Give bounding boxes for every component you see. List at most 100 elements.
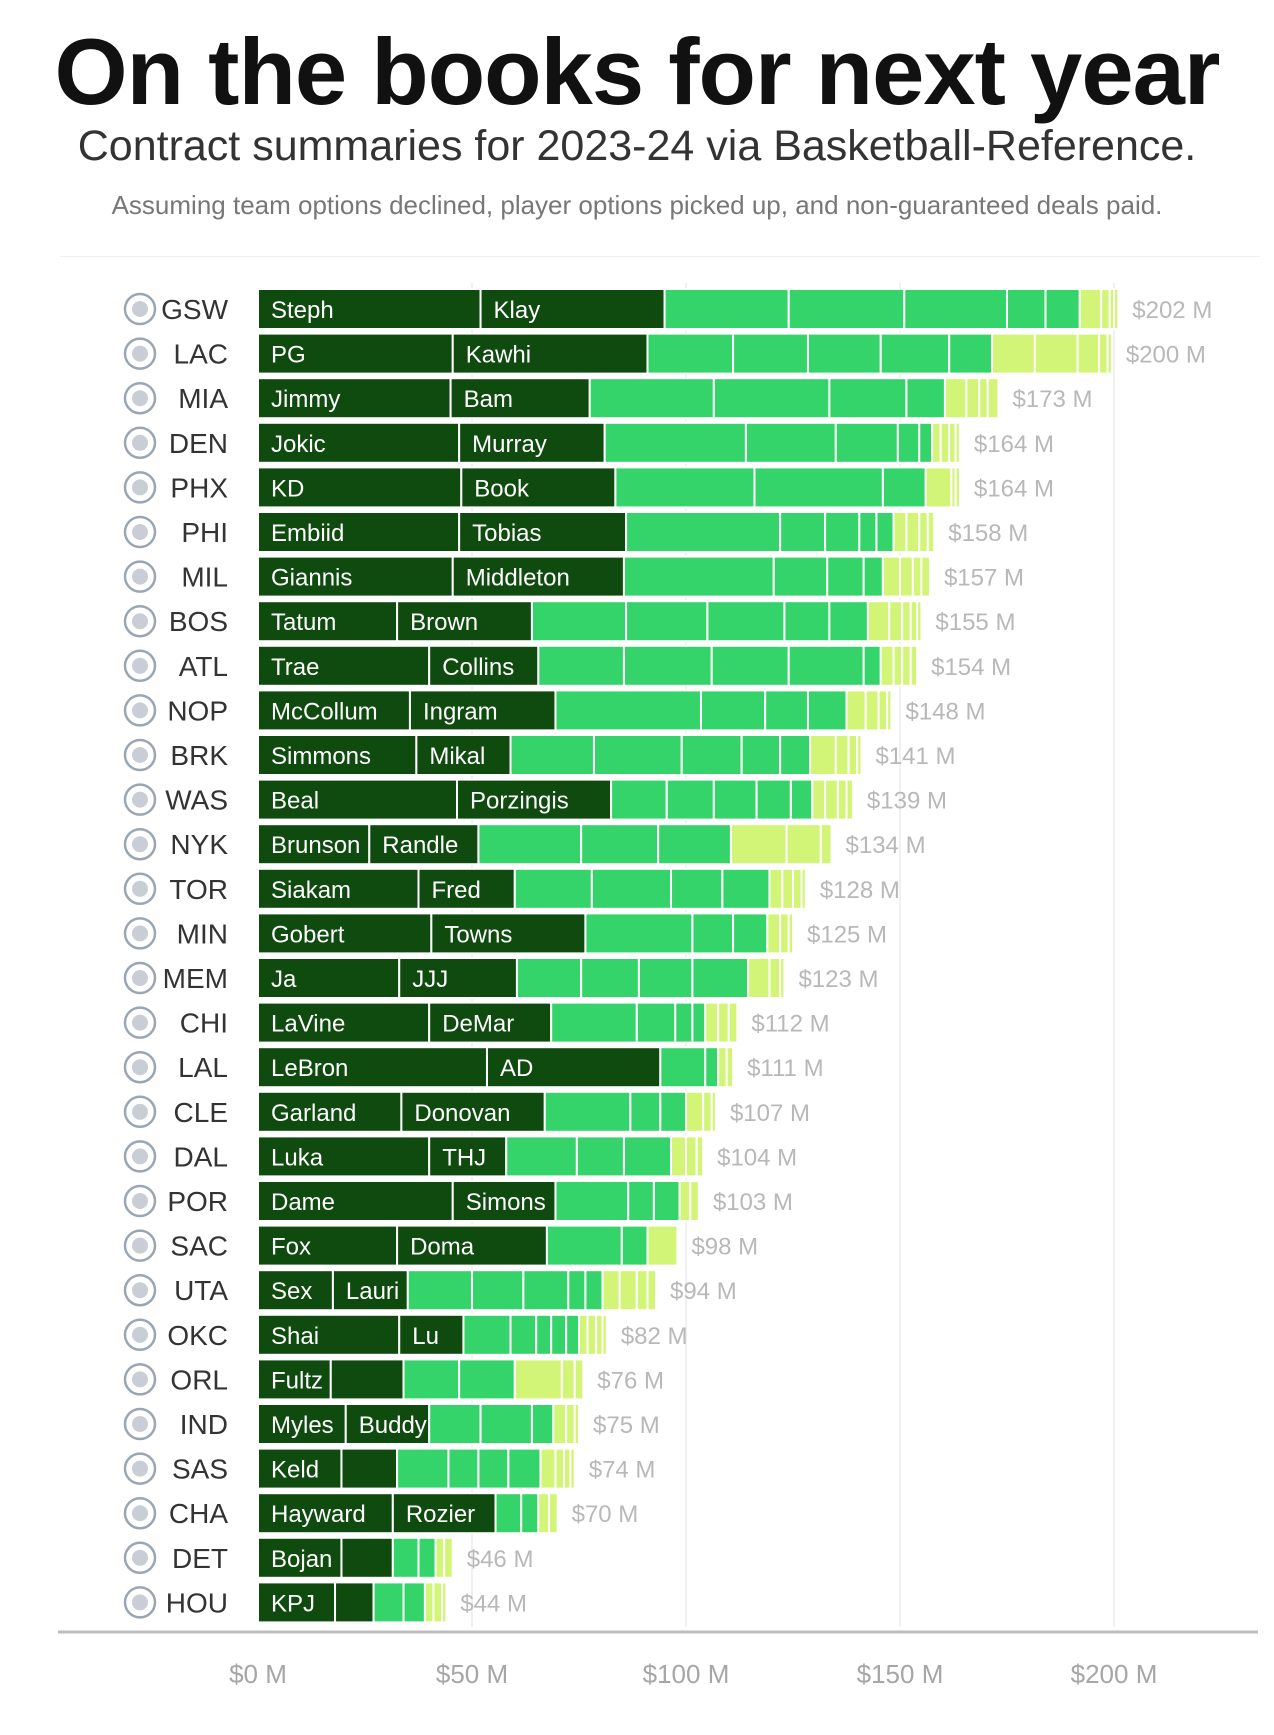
bar-segment <box>991 332 1036 375</box>
bar-segment <box>783 600 831 643</box>
bar-segment <box>806 332 882 375</box>
bar-segment <box>451 332 649 375</box>
bar-segment <box>554 1180 630 1222</box>
player-label: Jokic <box>271 431 326 458</box>
bar-segment <box>905 377 946 420</box>
bar-segment <box>543 1090 632 1133</box>
bar-segment <box>417 1536 437 1579</box>
player-label: JJJ <box>412 966 448 993</box>
total-label: $98 M <box>691 1234 758 1261</box>
x-tick-label: $200 M <box>1071 1659 1158 1689</box>
bar-segment <box>824 778 839 821</box>
bar-segment <box>659 1046 707 1089</box>
bar-segment <box>635 1001 677 1044</box>
bar-segment <box>396 1447 450 1490</box>
bar-segment <box>334 1581 375 1624</box>
bar-segment <box>1106 332 1113 375</box>
player-label: Brown <box>410 609 478 636</box>
bar-segment <box>943 377 968 420</box>
bar-segment <box>603 421 747 464</box>
bar-segment <box>710 644 790 687</box>
bar-segment <box>717 1046 728 1089</box>
player-label: Buddy <box>359 1412 427 1439</box>
player-label: Siakam <box>271 877 351 904</box>
bar-segment <box>477 1447 510 1490</box>
bar-segment <box>406 1269 473 1312</box>
total-label: $112 M <box>751 1011 829 1038</box>
bar-segment <box>663 288 790 330</box>
bar-segment <box>721 867 771 910</box>
bar-segment <box>257 823 371 866</box>
total-label: $154 M <box>931 654 1011 681</box>
bar-segment <box>423 1581 435 1624</box>
team-label: LAC <box>174 339 228 370</box>
chart-title: On the books for next year <box>54 19 1221 124</box>
team-label: CHA <box>169 1498 228 1529</box>
bar-segment <box>920 555 931 598</box>
bar-segment <box>717 1001 730 1044</box>
bar-segment <box>896 421 921 464</box>
bar-segment <box>545 1224 623 1267</box>
bar-segment <box>505 1135 578 1178</box>
heat-logo-icon <box>132 390 148 407</box>
team-label: PHI <box>181 517 228 548</box>
player-label: Collins <box>442 654 514 681</box>
team-label: DEN <box>169 428 228 459</box>
bar-segment <box>685 1090 705 1133</box>
bar-segment <box>447 1447 480 1490</box>
bucks-logo-icon <box>132 568 148 585</box>
player-label: AD <box>500 1055 533 1082</box>
bar-segment <box>826 555 865 598</box>
total-label: $104 M <box>717 1144 797 1171</box>
bar-segment <box>567 1269 587 1312</box>
bar-segment <box>569 1447 576 1490</box>
bar-segment <box>554 1447 566 1490</box>
bar-segment <box>901 600 912 643</box>
bar-segment <box>911 555 923 598</box>
bar-segment <box>858 511 878 553</box>
player-label: DeMar <box>442 1011 514 1038</box>
bar-segment <box>674 1001 694 1044</box>
bar-segment <box>729 823 788 866</box>
bar-segment <box>257 1224 399 1267</box>
player-label: Mikal <box>429 743 485 770</box>
bar-segment <box>1113 288 1120 330</box>
player-label: Tatum <box>271 609 336 636</box>
team-label: IND <box>180 1409 228 1440</box>
bar-segment <box>772 555 829 598</box>
bar-segment <box>622 555 775 598</box>
player-label: KD <box>271 475 304 502</box>
bar-segment <box>535 1313 553 1356</box>
bar-segment <box>691 1001 707 1044</box>
bar-segment <box>443 1536 454 1579</box>
bar-segment <box>578 1313 589 1356</box>
bar-segment <box>646 1224 679 1267</box>
bar-segment <box>954 466 961 509</box>
team-label: BRK <box>170 740 228 771</box>
bar-segment <box>622 644 713 687</box>
bar-segment <box>451 1180 557 1222</box>
bar-segment <box>766 912 782 955</box>
bar-segment <box>548 1492 559 1535</box>
bar-segment <box>257 1046 488 1089</box>
bar-segment <box>432 1581 444 1624</box>
player-label: Hayward <box>271 1501 366 1528</box>
bar-segment <box>931 421 942 464</box>
total-label: $141 M <box>875 743 955 770</box>
total-label: $158 M <box>948 520 1028 547</box>
thunder-logo-icon <box>132 1326 148 1343</box>
bar-segment <box>670 867 724 910</box>
bar-segment <box>1100 288 1111 330</box>
team-label: CHI <box>180 1008 228 1039</box>
player-label: McCollum <box>271 698 378 725</box>
player-label: Shai <box>271 1323 319 1350</box>
bar-segment <box>1033 332 1079 375</box>
x-tick-label: $100 M <box>643 1659 730 1689</box>
total-label: $44 M <box>460 1590 527 1617</box>
bar-segment <box>471 1269 525 1312</box>
player-label: Ingram <box>423 698 498 725</box>
bar-segment <box>753 466 884 509</box>
bar-segment <box>391 1492 497 1535</box>
team-label: ATL <box>179 651 228 682</box>
bar-segment <box>819 823 833 866</box>
